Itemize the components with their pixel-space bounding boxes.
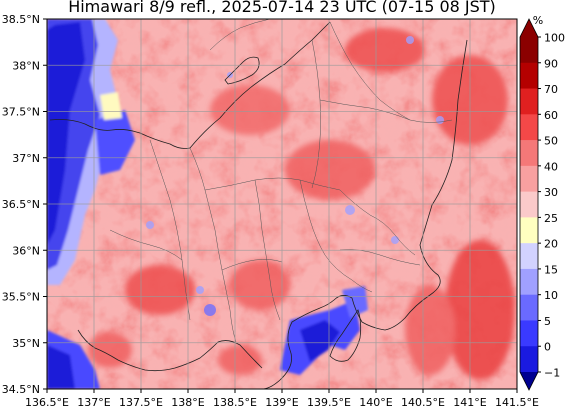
y-axis-ticks: 38.5°N 38°N 37.5°N 37°N 36.5°N 36°N 35.5°N 35°N… <box>2 13 47 396</box>
colorbar-segment <box>520 268 538 296</box>
colorbar-segment <box>520 37 538 64</box>
colorbar-label: 25 <box>544 212 558 225</box>
colorbar-segment <box>520 346 538 373</box>
y-tick-label: 34.5°N <box>2 383 40 396</box>
colorbar-segment <box>520 320 538 347</box>
colorbar-segment <box>520 191 538 218</box>
colorbar-unit: % <box>533 14 543 27</box>
colorbar-label: 50 <box>544 135 558 148</box>
colorbar-segment <box>520 88 538 115</box>
x-tick-label: 137°E <box>77 396 110 409</box>
colorbar-segment <box>520 243 538 270</box>
colorbar-label: 10 <box>544 289 558 302</box>
colorbar-label: −1 <box>544 367 560 380</box>
colorbar-extend-min <box>520 372 538 390</box>
low-reflectance-tokyo-bay <box>280 286 368 375</box>
x-tick-label: 139°E <box>265 396 298 409</box>
colorbar-segment <box>520 62 538 90</box>
x-tick-label: 138°E <box>171 396 204 409</box>
low-reflectance-scatter <box>146 36 444 316</box>
x-tick-label: 141.5°E <box>495 396 539 409</box>
x-tick-label: 140.5°E <box>401 396 445 409</box>
y-tick-label: 38°N <box>12 59 40 72</box>
colorbar-label: 0 <box>544 341 551 354</box>
colorbar-segment <box>520 165 538 193</box>
map-title: Himawari 8/9 refl., 2025-07-14 23 UTC (0… <box>68 0 496 16</box>
colorbar-segment <box>520 294 538 321</box>
colorbar-segment <box>520 114 538 141</box>
x-tick-label: 137.5°E <box>119 396 163 409</box>
colorbar-label: 30 <box>544 186 558 199</box>
x-tick-label: 136.5°E <box>25 396 69 409</box>
colorbar-label: 5 <box>544 315 551 328</box>
y-tick-label: 37°N <box>12 152 40 165</box>
y-tick-label: 35.5°N <box>2 291 40 304</box>
x-tick-label: 141°E <box>453 396 486 409</box>
map-plot-area <box>47 19 517 389</box>
y-tick-label: 38.5°N <box>2 13 40 26</box>
y-tick-label: 36°N <box>12 244 40 257</box>
colorbar-label: 20 <box>544 238 558 251</box>
x-tick-label: 138.5°E <box>213 396 257 409</box>
y-tick-label: 35°N <box>12 337 40 350</box>
x-tick-label: 139.5°E <box>307 396 351 409</box>
x-tick-label: 140°E <box>359 396 392 409</box>
colorbar-extend-max <box>520 19 538 37</box>
low-reflectance-northwest <box>47 19 135 285</box>
y-tick-label: 36.5°N <box>2 198 40 211</box>
graticule <box>47 19 517 389</box>
y-tick-label: 37.5°N <box>2 106 40 119</box>
colorbar-label: 40 <box>544 160 558 173</box>
colorbar-label: 15 <box>544 263 558 276</box>
colorbar-label: 100 <box>544 32 565 45</box>
low-reflectance-southwest <box>47 330 100 389</box>
coastlines <box>49 21 468 389</box>
colorbar-segment <box>520 217 538 244</box>
colorbar-segment <box>520 140 538 167</box>
colorbar-label: 90 <box>544 57 558 70</box>
colorbar-label: 70 <box>544 83 558 96</box>
x-axis-ticks: 136.5°E 137°E 137.5°E 138°E 138.5°E 139°E 139.… <box>25 389 539 409</box>
colorbar-label: 60 <box>544 109 558 122</box>
